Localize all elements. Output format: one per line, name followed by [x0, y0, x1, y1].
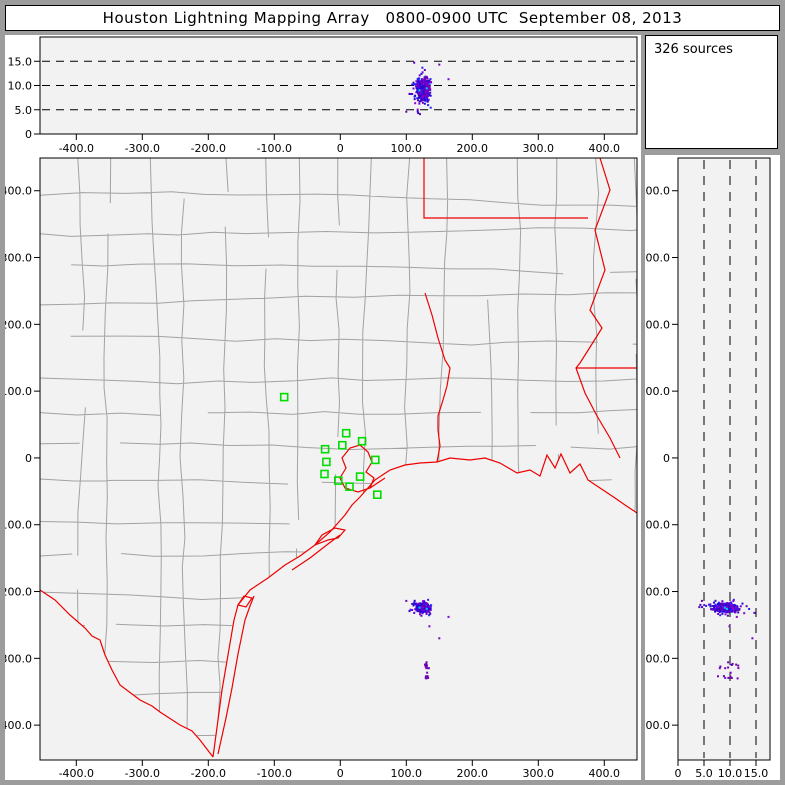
- svg-text:400.0: 400.0: [5, 185, 32, 198]
- lma-station-markers: [279, 392, 382, 500]
- svg-text:300.0: 300.0: [523, 767, 555, 780]
- svg-text:-300.0: -300.0: [5, 652, 32, 665]
- source-count-label: 326 sources: [654, 42, 733, 57]
- ns-alt-plot-area: [677, 157, 771, 761]
- ew-alt-yaxis-ticks: 0 5.0 10.0 15.0: [8, 55, 40, 141]
- svg-text:0: 0: [25, 452, 32, 465]
- coastline: [212, 452, 637, 758]
- svg-text:-400.0: -400.0: [59, 767, 94, 780]
- altitude-vs-eastwest-panel: 0 5.0 10.0 15.0 -400.0 -300.0 -200.0 -100.0 0 100…: [5, 35, 641, 155]
- svg-text:5.0: 5.0: [15, 104, 33, 117]
- barrier-islands: [217, 477, 386, 755]
- svg-text:10.0: 10.0: [8, 80, 33, 93]
- svg-text:-400.0: -400.0: [5, 719, 32, 732]
- state-borders-coastline: [40, 158, 637, 758]
- svg-text:10.0: 10.0: [718, 767, 743, 780]
- svg-text:300.0: 300.0: [645, 252, 670, 265]
- ew-alt-xaxis-ticks: -400.0 -300.0 -200.0 -100.0 0 100.0 200.0 300.0…: [59, 134, 620, 155]
- ew-alt-plot: 0 5.0 10.0 15.0 -400.0 -300.0 -200.0 -100.0 0 100…: [8, 36, 638, 155]
- altitude-vs-northsouth-panel: 400.0 300.0 200.0 100.0 0 -100.0 -200.0 -300.0 -…: [645, 155, 780, 780]
- ok-ar-border: [423, 158, 588, 219]
- lightning-sources-plan: [405, 598, 450, 680]
- svg-text:-200.0: -200.0: [5, 586, 32, 599]
- dashed-altitude-gridlines: [42, 60, 635, 111]
- svg-text:-400.0: -400.0: [645, 719, 670, 732]
- station-square: [345, 482, 354, 492]
- ns-alt-xaxis-ticks: 0 5.0 10.0 15.0: [675, 760, 769, 780]
- ew-alt-plot-area: [39, 36, 638, 135]
- station-square: [320, 444, 330, 454]
- svg-text:300.0: 300.0: [5, 252, 32, 265]
- svg-text:100.0: 100.0: [391, 767, 423, 780]
- svg-text:-100.0: -100.0: [257, 142, 292, 155]
- station-square: [322, 457, 331, 467]
- source-count-box: 326 sources: [645, 35, 778, 149]
- station-square: [370, 455, 380, 465]
- galveston-bay: [339, 444, 375, 493]
- svg-text:15.0: 15.0: [744, 767, 769, 780]
- matagorda-bay: [313, 527, 347, 547]
- lightning-sources-ew-alt: [405, 61, 450, 116]
- plan-view-map: 400.0300.0200.0100.00-100.0-200.0-300.0-…: [5, 157, 638, 780]
- svg-text:400.0: 400.0: [589, 767, 621, 780]
- svg-text:0: 0: [337, 767, 344, 780]
- svg-text:-300.0: -300.0: [125, 767, 160, 780]
- svg-text:-100.0: -100.0: [645, 519, 670, 532]
- svg-text:200.0: 200.0: [645, 318, 670, 331]
- svg-text:400.0: 400.0: [589, 142, 621, 155]
- svg-text:0: 0: [25, 128, 32, 141]
- svg-text:-200.0: -200.0: [191, 767, 226, 780]
- svg-text:-200.0: -200.0: [645, 586, 670, 599]
- svg-text:100.0: 100.0: [5, 385, 32, 398]
- corpus-bay: [237, 595, 253, 608]
- mississippi-river: [575, 158, 621, 459]
- station-square: [357, 436, 367, 446]
- ns-alt-yaxis-ticks: 400.0 300.0 200.0 100.0 0 -100.0 -200.0 -300.0 -…: [645, 185, 678, 732]
- sabine-river: [424, 292, 451, 463]
- plan-view-map-panel: 400.0300.0200.0100.00-100.0-200.0-300.0-…: [5, 155, 641, 780]
- svg-text:-400.0: -400.0: [59, 142, 94, 155]
- map-plot-area: [39, 157, 638, 761]
- svg-text:-100.0: -100.0: [257, 767, 292, 780]
- svg-text:100.0: 100.0: [645, 385, 670, 398]
- station-square: [372, 490, 382, 500]
- rio-grande: [40, 589, 214, 758]
- dashed-altitude-gridlines: [703, 160, 757, 758]
- mexico-region: [40, 590, 213, 760]
- svg-text:-300.0: -300.0: [645, 652, 670, 665]
- svg-text:200.0: 200.0: [457, 767, 489, 780]
- ns-alt-plot: 400.0 300.0 200.0 100.0 0 -100.0 -200.0 -300.0 -…: [645, 157, 771, 780]
- svg-text:-200.0: -200.0: [191, 142, 226, 155]
- svg-text:0: 0: [675, 767, 682, 780]
- svg-text:15.0: 15.0: [8, 55, 33, 68]
- svg-text:200.0: 200.0: [5, 318, 32, 331]
- svg-text:400.0: 400.0: [645, 185, 670, 198]
- station-square: [355, 472, 365, 481]
- page-title: Houston Lightning Mapping Array 0800-090…: [5, 5, 780, 31]
- station-square: [341, 428, 351, 438]
- svg-text:0: 0: [663, 452, 670, 465]
- svg-text:-100.0: -100.0: [5, 519, 32, 532]
- svg-text:-300.0: -300.0: [125, 142, 160, 155]
- map-xaxis-ticks: -400.0 -300.0 -200.0 -100.0 0 100.0 200.0 300.0…: [59, 760, 620, 780]
- lightning-sources-ns-alt: [698, 598, 756, 680]
- svg-text:100.0: 100.0: [391, 142, 423, 155]
- station-square: [279, 392, 289, 402]
- svg-text:300.0: 300.0: [523, 142, 555, 155]
- svg-text:5.0: 5.0: [695, 767, 713, 780]
- svg-text:0: 0: [337, 142, 344, 155]
- svg-text:200.0: 200.0: [457, 142, 489, 155]
- station-square: [333, 476, 343, 485]
- map-yaxis-ticks: 400.0 300.0 200.0 100.0 0 -100.0 -200.0 -300.0 -…: [5, 185, 40, 732]
- station-square: [337, 440, 347, 450]
- station-square: [320, 469, 329, 479]
